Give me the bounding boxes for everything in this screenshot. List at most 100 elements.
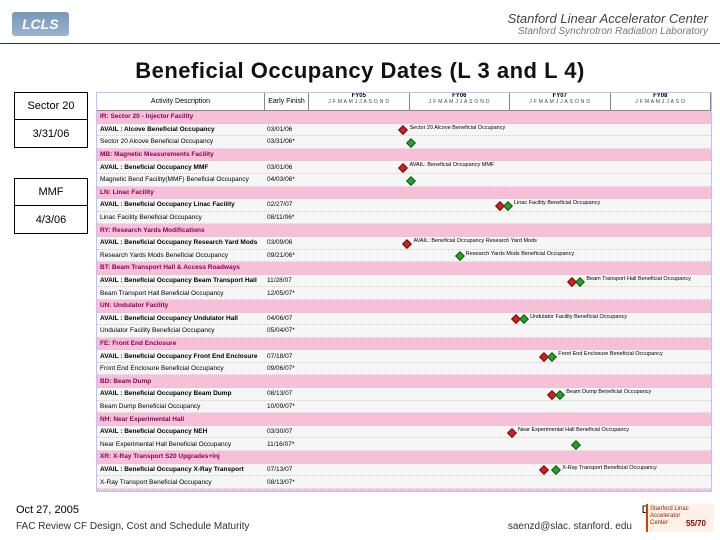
date-label: 09/06/07* [265, 365, 309, 372]
timeline-cell [309, 224, 711, 236]
chart-row: AVAIL : Beneficial Occupancy Undulator H… [97, 313, 711, 326]
green-diamond-icon [571, 440, 581, 450]
chart-row: BT: Beam Transport Hall & Access Roadway… [97, 262, 711, 275]
red-diamond-icon [539, 465, 549, 475]
date-label: 10/09/07* [265, 403, 309, 410]
date-label: 04/03/06* [265, 176, 309, 183]
chart-row: IR: Sector 20 - Injector Facility [97, 111, 711, 124]
footer-date: Oct 27, 2005 [16, 504, 79, 516]
activity-label: IR: Sector 20 - Injector Facility [97, 113, 265, 120]
activity-label: AVAIL : Beneficial Occupancy Undulator H… [97, 315, 265, 322]
activity-label: AVAIL : Beneficial Occupancy X-Ray Trans… [97, 466, 265, 473]
chart-row: Beam Transport Hall Beneficial Occupancy… [97, 287, 711, 300]
timeline-cell: Undulator Facility Beneficial Occupancy [309, 313, 711, 325]
activity-label: BD: Beam Dump [97, 378, 265, 385]
content: Sector 203/31/06MMF4/3/06 Activity Descr… [0, 92, 720, 492]
activity-label: AVAIL : Beneficial Occupancy Front End E… [97, 353, 265, 360]
chart-row: RY: Research Yards Modifications [97, 224, 711, 237]
timeline-cell [309, 375, 711, 387]
red-diamond-icon [507, 428, 517, 438]
activity-label: LN: Linac Facility [97, 189, 265, 196]
timeline-cell [309, 438, 711, 450]
activity-label: AVAIL : Beneficial Occupancy Beam Transp… [97, 277, 265, 284]
activity-label: Magnetic Bend Facility(MMF) Beneficial O… [97, 176, 265, 183]
col-date: Early Finish [265, 93, 309, 110]
chart-row: Linac Facility Beneficial Occupancy08/11… [97, 212, 711, 225]
timeline-cell [309, 489, 711, 492]
col-timeline: FY05J F M A M J J A S O N DFY06J F M A M… [309, 93, 711, 110]
activity-label: AVAIL : Beneficial Occupancy MMF [97, 164, 265, 171]
timeline-cell [309, 300, 711, 312]
org-1: Stanford Linear Accelerator Center [508, 11, 708, 26]
chart-row: AVAIL : Beneficial Occupancy Beam Dump08… [97, 388, 711, 401]
chart-row: UN: Undulator Facility [97, 300, 711, 313]
activity-label: UN: Undulator Facility [97, 302, 265, 309]
green-diamond-icon [519, 314, 529, 324]
chart-rows: IR: Sector 20 - Injector Facility AVAIL :… [97, 111, 711, 492]
milestone-label: Linac Facility Beneficial Occupancy [514, 200, 600, 206]
timeline-cell: AVAIL: Beneficial Occupancy MMF [309, 161, 711, 173]
timeline-cell [309, 413, 711, 425]
timeline-cell: Sector 20 Alcove Beneficial Occupancy [309, 124, 711, 136]
chart-row: Magnetic Bend Facility(MMF) Beneficial O… [97, 174, 711, 187]
activity-label: MB: Magnetic Measurements Facility [97, 151, 265, 158]
col-activity: Activity Description [97, 93, 265, 110]
chart-row: Near Experimental Hall Beneficial Occupa… [97, 438, 711, 451]
year-column: FY06J F M A M J J A S O N D [410, 93, 511, 110]
callout-boxes: Sector 203/31/06MMF4/3/06 [14, 92, 88, 234]
date-label: 08/13/07* [265, 479, 309, 486]
activity-label: RY: Research Yards Modifications [97, 227, 265, 234]
slac-logo-line1: Stanford Linac [650, 506, 712, 513]
timeline-cell [309, 363, 711, 375]
footer: Oct 27, 2005 David Saenz FAC Review CF D… [0, 502, 720, 534]
timeline-cell [309, 476, 711, 488]
chart-row: Front End Enclosure Beneficial Occupancy… [97, 363, 711, 376]
chart-row: Research Yards Mods Beneficial Occupancy… [97, 250, 711, 263]
chart-row: Sector 20 Alcove Beneficial Occupancy03/… [97, 136, 711, 149]
timeline-cell [309, 212, 711, 224]
red-diamond-icon [398, 163, 408, 173]
timeline-cell: X-Ray Transport Beneficial Occupancy [309, 464, 711, 476]
activity-label: NH: Near Experimental Hall [97, 416, 265, 423]
activity-label: Beam Transport Hall Beneficial Occupancy [97, 290, 265, 297]
timeline-cell [309, 287, 711, 299]
date-label: 02/27/07 [265, 201, 309, 208]
milestone-label: X-Ray Transport Beneficial Occupancy [562, 465, 656, 471]
activity-label: FH: Far Experimental Hall [97, 491, 265, 492]
green-diamond-icon [551, 465, 561, 475]
date-label: 07/18/07 [265, 353, 309, 360]
activity-label: Front End Enclosure Beneficial Occupancy [97, 365, 265, 372]
callout-box: 4/3/06 [14, 206, 88, 234]
activity-label: AVAIL : Beneficial Occupancy NEH [97, 428, 265, 435]
milestone-label: Beam Dump Beneficial Occupancy [566, 389, 651, 395]
chart-row: AVAIL : Beneficial Occupancy Front End E… [97, 350, 711, 363]
timeline-cell [309, 262, 711, 274]
timeline-cell [309, 325, 711, 337]
timeline-cell: Front End Enclosure Beneficial Occupancy [309, 350, 711, 362]
milestone-label: Front End Enclosure Beneficial Occupancy [558, 351, 663, 357]
activity-label: AVAIL : Beneficial Occupancy Beam Dump [97, 390, 265, 397]
logo-left: LCLS [12, 12, 69, 36]
activity-label: FE: Front End Enclosure [97, 340, 265, 347]
date-label: 05/04/07* [265, 327, 309, 334]
timeline-cell: Research Yards Mods Beneficial Occupancy [309, 250, 711, 262]
chart-row: AVAIL : Beneficial Occupancy X-Ray Trans… [97, 464, 711, 477]
chart-row: FH: Far Experimental Hall [97, 489, 711, 492]
date-label: 11/16/07* [265, 441, 309, 448]
activity-label: Linac Facility Beneficial Occupancy [97, 214, 265, 221]
date-label: 07/13/07 [265, 466, 309, 473]
activity-label: AVAIL : Beneficial Occupancy Linac Facil… [97, 201, 265, 208]
date-label: 03/09/06 [265, 239, 309, 246]
callout-box: Sector 20 [14, 92, 88, 120]
org-2: Stanford Synchrotron Radiation Laborator… [508, 26, 708, 37]
chart-row: NH: Near Experimental Hall [97, 413, 711, 426]
chart-row: AVAIL : Beneficial Occupancy Linac Facil… [97, 199, 711, 212]
green-diamond-icon [406, 138, 416, 148]
red-diamond-icon [402, 239, 412, 249]
activity-label: AVAIL : Alcove Beneficial Occupancy [97, 126, 265, 133]
green-diamond-icon [575, 277, 585, 287]
milestone-label: AVAIL: Beneficial Occupancy Research Yar… [414, 238, 537, 244]
chart-row: MB: Magnetic Measurements Facility [97, 149, 711, 162]
year-column: FY07J F M A M J J A S O N D [510, 93, 611, 110]
timeline-cell [309, 338, 711, 350]
